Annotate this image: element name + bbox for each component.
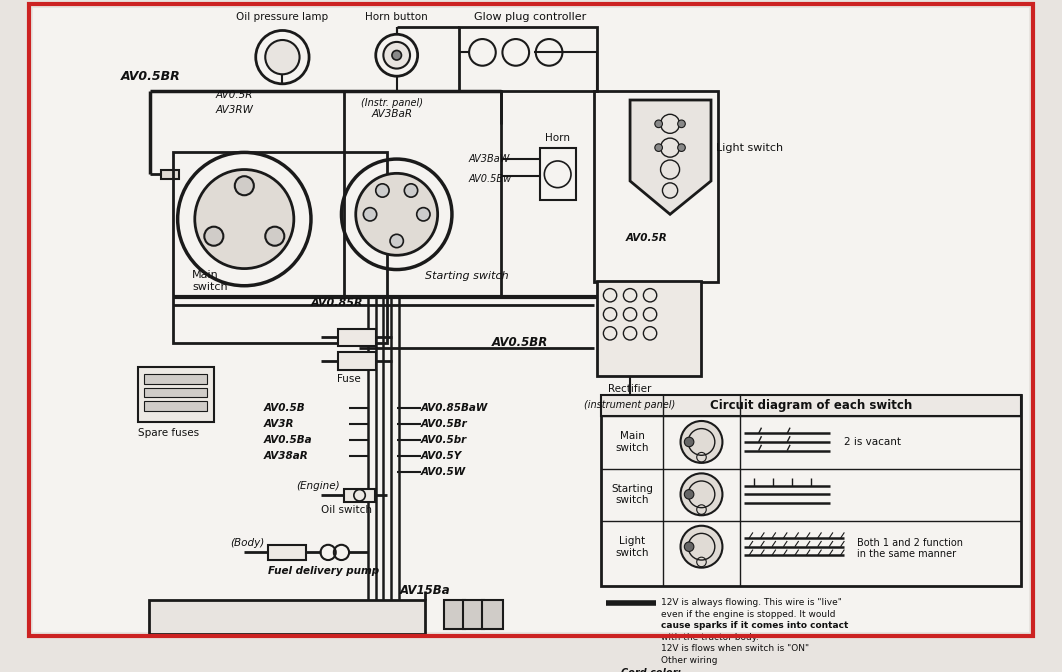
Circle shape (416, 208, 430, 221)
Text: AV3BaR: AV3BaR (372, 110, 412, 120)
Bar (268, 545, 306, 560)
Text: AV0.85R: AV0.85R (311, 298, 363, 308)
Text: AV15Ba: AV15Ba (400, 584, 450, 597)
Text: Main
switch: Main switch (192, 270, 227, 292)
Circle shape (356, 173, 438, 255)
Text: Rectifier: Rectifier (609, 384, 652, 394)
Bar (444, 600, 465, 628)
Circle shape (681, 421, 722, 463)
Bar (344, 489, 375, 502)
Bar (597, 281, 702, 376)
Text: 2 is vacant: 2 is vacant (844, 437, 902, 447)
Circle shape (681, 526, 722, 568)
Text: AV0.85BaW: AV0.85BaW (421, 403, 487, 413)
Circle shape (194, 169, 294, 269)
Text: (Instr. panel): (Instr. panel) (361, 98, 423, 108)
Text: Fuse: Fuse (338, 374, 361, 384)
Circle shape (266, 226, 285, 246)
Text: Oil switch: Oil switch (321, 505, 372, 515)
Text: (instrument panel): (instrument panel) (584, 400, 675, 410)
Circle shape (405, 184, 417, 197)
Text: Main
switch: Main switch (615, 431, 649, 453)
Bar (601, 395, 1021, 416)
Text: AV0.5R: AV0.5R (626, 233, 667, 243)
Bar (539, 148, 576, 200)
Text: Cord color:: Cord color: (620, 669, 681, 672)
Bar (138, 367, 213, 422)
Bar (482, 600, 503, 628)
Text: Light switch: Light switch (716, 142, 783, 153)
Text: Glow plug controller: Glow plug controller (474, 12, 586, 22)
Bar (459, 27, 597, 91)
Bar (161, 169, 178, 179)
Text: even if the engine is stopped. It would: even if the engine is stopped. It would (662, 610, 836, 619)
Text: AV3BaW: AV3BaW (468, 154, 510, 164)
Text: AV0.5Bw: AV0.5Bw (468, 174, 511, 184)
Text: Starting
switch: Starting switch (611, 484, 653, 505)
Text: Horn button: Horn button (365, 12, 428, 22)
Bar (344, 91, 501, 296)
Text: Circuit diagram of each switch: Circuit diagram of each switch (709, 399, 912, 412)
Bar (463, 600, 484, 628)
Text: Light
switch: Light switch (615, 536, 649, 558)
Circle shape (684, 542, 693, 552)
Circle shape (383, 42, 410, 69)
Circle shape (684, 437, 693, 447)
Circle shape (390, 235, 404, 248)
Bar (144, 374, 207, 384)
Text: AV0.5BR: AV0.5BR (120, 70, 181, 83)
Bar (173, 153, 388, 343)
Circle shape (655, 144, 663, 151)
Text: AV3RW: AV3RW (216, 105, 254, 114)
Circle shape (266, 40, 299, 75)
Circle shape (678, 120, 685, 128)
Circle shape (204, 226, 223, 246)
Bar (338, 329, 376, 345)
Text: AV0.5W: AV0.5W (421, 468, 466, 477)
Circle shape (678, 144, 685, 151)
Circle shape (235, 176, 254, 196)
Bar (594, 91, 718, 282)
Bar (601, 395, 1021, 586)
Text: Horn: Horn (545, 133, 570, 143)
Text: 12V is always flowing. This wire is "live": 12V is always flowing. This wire is "liv… (662, 598, 842, 607)
Text: AV0.5B: AV0.5B (263, 403, 305, 413)
Text: AV0.5BR: AV0.5BR (492, 337, 548, 349)
Bar (277, 46, 288, 68)
Text: AV38aR: AV38aR (263, 451, 308, 461)
Bar (144, 388, 207, 397)
Circle shape (681, 473, 722, 515)
Circle shape (655, 120, 663, 128)
Text: Oil pressure lamp: Oil pressure lamp (237, 12, 328, 22)
Text: 12V is flows when switch is "ON": 12V is flows when switch is "ON" (662, 644, 809, 653)
Text: Spare fuses: Spare fuses (138, 428, 199, 438)
Text: AV0.5Br: AV0.5Br (421, 419, 467, 429)
Text: Starting switch: Starting switch (425, 271, 509, 281)
Text: AV3R: AV3R (263, 419, 294, 429)
Text: in the same manner: in the same manner (857, 549, 956, 559)
Text: with the tractor body.: with the tractor body. (662, 633, 759, 642)
Text: AV0.5Ba: AV0.5Ba (263, 435, 312, 445)
Text: Fuel delivery pump: Fuel delivery pump (268, 566, 379, 577)
Bar (149, 600, 425, 634)
Circle shape (376, 184, 389, 197)
Text: (Engine): (Engine) (296, 480, 340, 491)
Circle shape (363, 208, 377, 221)
Text: AV0.5Y: AV0.5Y (421, 451, 462, 461)
Text: Both 1 and 2 function: Both 1 and 2 function (857, 538, 963, 548)
Circle shape (392, 50, 401, 60)
Bar (338, 352, 376, 370)
Circle shape (684, 490, 693, 499)
Text: cause sparks if it comes into contact: cause sparks if it comes into contact (662, 621, 849, 630)
Text: AV0.5R: AV0.5R (216, 90, 253, 100)
Text: AV0.5br: AV0.5br (421, 435, 467, 445)
Text: Other wiring: Other wiring (662, 656, 718, 665)
Text: (Body): (Body) (230, 538, 264, 548)
Bar (144, 401, 207, 411)
Polygon shape (630, 100, 712, 214)
